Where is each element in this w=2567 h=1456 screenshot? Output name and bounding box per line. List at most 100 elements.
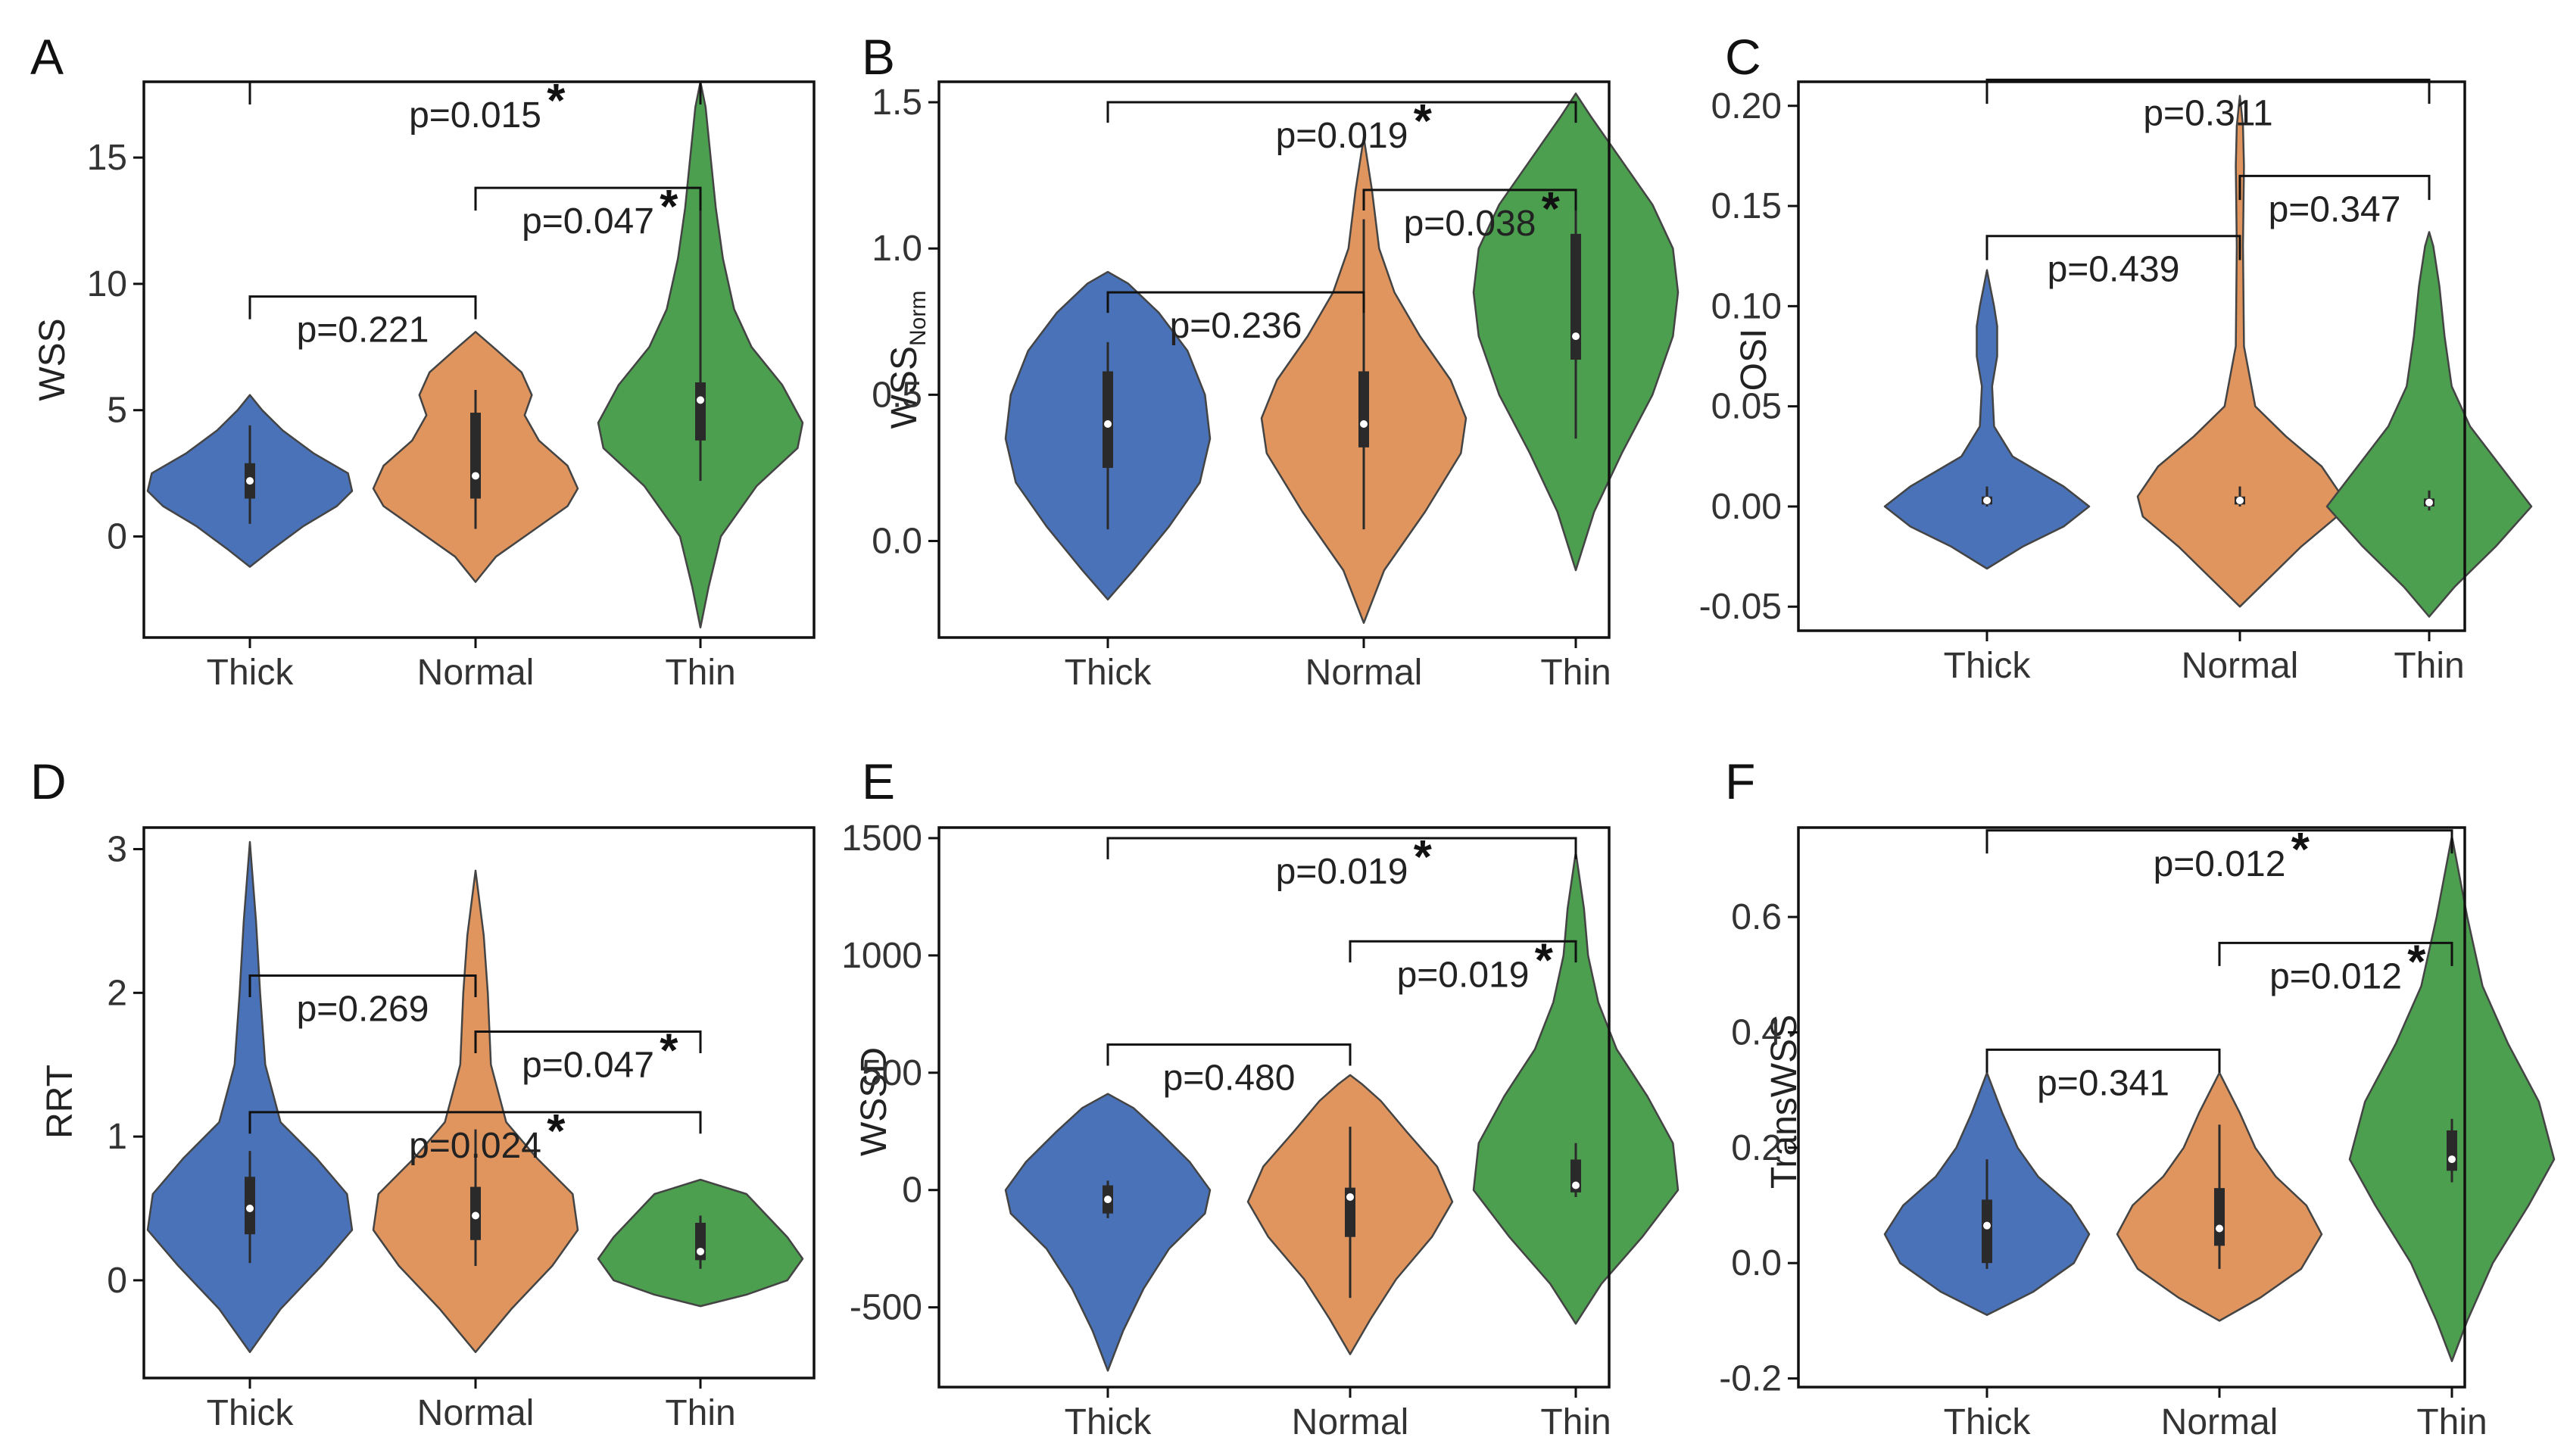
violin-thick: [1004, 1093, 1212, 1372]
p-value-label: p=0.347: [2269, 189, 2401, 229]
iqr-box-thin: [1570, 233, 1581, 360]
plot-frame: [1797, 826, 2466, 1389]
y-tick-label: 0.2: [1731, 1128, 1782, 1168]
panel-label: B: [862, 29, 895, 85]
y-tick-label: 1.0: [872, 229, 922, 269]
panel-E: E WSSD -500 0 500 1000 1500 Thick Normal Thin p=0.…: [841, 753, 1680, 1442]
median-dot-normal: [1360, 419, 1368, 428]
x-tick-label: Thick: [1944, 646, 2032, 686]
y-tick-label: 0.00: [1711, 487, 1782, 527]
violin-thin: [1472, 851, 1680, 1325]
significance-star: *: [660, 1025, 678, 1077]
x-tick-label: Thick: [1065, 653, 1152, 693]
median-dot-thick: [1104, 419, 1112, 428]
y-tick-label: 1: [107, 1117, 127, 1157]
x-tick-label: Thin: [2394, 646, 2464, 686]
significance-bracket: [1985, 78, 2431, 104]
y-axis-label-subscript: Norm: [906, 291, 931, 346]
median-dot-thick: [246, 1205, 254, 1213]
median-dot-thick: [1983, 497, 1991, 505]
plot-frame: [1797, 80, 2466, 632]
p-value-label: p=0.236: [1170, 306, 1302, 346]
p-value-label: p=0.024: [409, 1126, 541, 1166]
x-tick-label: Thin: [2416, 1402, 2487, 1442]
significance-star: *: [1414, 831, 1433, 884]
median-dot-normal: [472, 472, 479, 480]
y-axis-label: WSS: [33, 318, 73, 401]
significance-bracket: [1106, 291, 1365, 313]
median-dot-thick: [1104, 1196, 1112, 1204]
y-tick-label: 2: [107, 973, 127, 1013]
y-tick-label: 1.5: [872, 83, 922, 123]
y-tick-label: -500: [850, 1288, 922, 1328]
panel-C: C OSI -0.05 0.00 0.05 0.10 0.15 0.20 Thick Normal…: [1699, 29, 2533, 686]
median-dot-thin: [2448, 1155, 2456, 1164]
median-dot-thin: [697, 1247, 704, 1255]
median-dot-normal: [1346, 1193, 1354, 1202]
panel-label: F: [1725, 753, 1755, 809]
significance-bracket: [1985, 235, 2241, 260]
panel-label: D: [30, 753, 67, 809]
iqr-box-thin: [2447, 1130, 2457, 1171]
panel-label: C: [1725, 29, 1761, 85]
median-dot-thin: [697, 396, 704, 404]
significance-star: *: [660, 181, 678, 233]
y-tick-label: 0.0: [872, 522, 922, 562]
p-value-label: p=0.439: [2048, 250, 2180, 290]
y-tick-label: 500: [862, 1053, 922, 1093]
median-dot-normal: [2216, 1224, 2223, 1233]
p-value-label: p=0.012: [2269, 956, 2402, 996]
violin-normal: [2136, 95, 2344, 608]
x-tick-label: Thick: [1065, 1402, 1152, 1442]
significance-bracket: [474, 186, 702, 211]
p-value-label: p=0.015: [409, 95, 541, 136]
plot-frame: [937, 826, 1611, 1389]
panel-label: A: [30, 29, 64, 85]
x-tick-label: Normal: [417, 653, 535, 693]
significance-bracket: [1106, 1043, 1352, 1066]
significance-bracket: [2238, 174, 2431, 201]
significance-bracket: [248, 80, 702, 105]
p-value-label: p=0.038: [1404, 204, 1536, 244]
violin-thin: [2325, 231, 2533, 618]
y-tick-label: 0: [902, 1171, 922, 1211]
p-value-label: p=0.047: [522, 201, 654, 242]
y-tick-label: 15: [87, 138, 127, 178]
violin-thick: [1883, 269, 2091, 570]
y-axis-label: WSSD: [854, 1047, 894, 1156]
y-axis-label: RRT: [40, 1065, 80, 1139]
significance-bracket: [1362, 189, 1577, 210]
y-tick-label: 0.20: [1711, 86, 1782, 126]
y-tick-label: 1500: [841, 818, 922, 859]
p-value-label: p=0.019: [1397, 955, 1530, 995]
y-tick-label: 10: [87, 264, 127, 304]
y-tick-label: -0.05: [1699, 587, 1782, 627]
iqr-box-thin: [695, 382, 706, 441]
x-tick-label: Thin: [665, 653, 735, 693]
significance-star: *: [1542, 183, 1561, 235]
median-dot-thin: [1572, 332, 1580, 341]
iqr-box-thick: [1982, 1199, 1992, 1264]
x-tick-label: Normal: [417, 1393, 535, 1433]
significance-star: *: [547, 75, 566, 127]
median-dot-thin: [2425, 498, 2433, 507]
panel-label: E: [862, 753, 895, 809]
significance-star: *: [2291, 824, 2310, 876]
p-value-label: p=0.047: [522, 1046, 654, 1086]
p-value-label: p=0.019: [1276, 116, 1408, 156]
significance-bracket: [1985, 829, 2453, 854]
p-value-label: p=0.012: [2154, 844, 2286, 884]
x-tick-label: Normal: [1292, 1402, 1409, 1442]
y-tick-label: 0.05: [1711, 387, 1782, 427]
significance-bracket: [1985, 1048, 2221, 1073]
iqr-box-normal: [470, 413, 481, 499]
y-tick-label: -0.2: [1719, 1359, 1782, 1399]
significance-bracket: [1349, 940, 1577, 963]
y-tick-label: 0.6: [1731, 897, 1782, 937]
median-dot-normal: [2236, 497, 2244, 505]
y-tick-label: 1000: [841, 936, 922, 976]
median-dot-thick: [1983, 1221, 1991, 1230]
x-tick-label: Thin: [1540, 653, 1611, 693]
significance-bracket: [248, 974, 477, 997]
